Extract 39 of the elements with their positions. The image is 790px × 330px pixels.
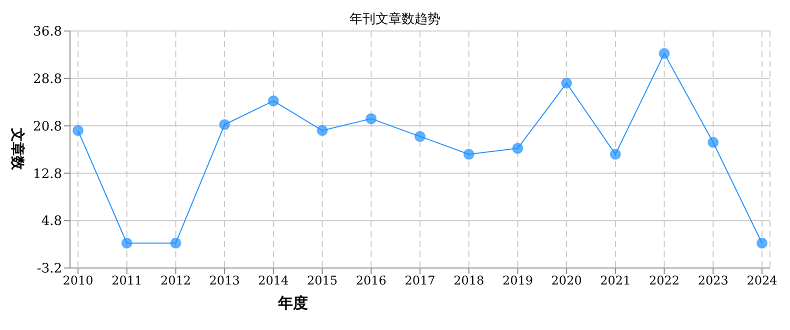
y-tick-label: 28.8 (33, 72, 62, 88)
x-tick-label: 2014 (258, 274, 290, 288)
x-tick-label: 2018 (454, 274, 484, 288)
x-tick-label: 2022 (649, 274, 680, 288)
x-tick-label: 2024 (746, 274, 778, 288)
x-tick-label: 2016 (356, 274, 386, 288)
point (658, 48, 670, 60)
point (170, 238, 182, 249)
x-tick-label: 2020 (551, 274, 582, 288)
point (366, 113, 377, 124)
x-tick-label: 2015 (307, 274, 338, 288)
y-tick-label: 4.8 (41, 214, 62, 230)
point (414, 130, 426, 142)
x-tick-label: 2019 (502, 274, 533, 288)
x-tick-label: 2023 (698, 274, 728, 288)
x-tick-label: 2017 (404, 274, 436, 288)
x-tick-label: 2021 (600, 274, 631, 288)
x-axis-title: 年度 (278, 294, 308, 313)
y-tick-label: 36.8 (33, 24, 62, 40)
x-tick-label: 2013 (209, 274, 240, 288)
point (219, 119, 230, 130)
y-tick-label: 20.8 (33, 119, 62, 134)
point (512, 142, 524, 154)
point (756, 238, 768, 249)
point (561, 78, 572, 89)
x-tick-label: 2012 (160, 274, 191, 288)
x-tick-label: 2010 (62, 274, 94, 288)
point (72, 125, 84, 136)
point (316, 125, 328, 136)
point (610, 148, 621, 160)
x-tick-label: 2011 (112, 274, 142, 288)
point (463, 148, 474, 160)
y-axis-title: 文章数 (8, 128, 26, 170)
point (121, 238, 132, 249)
y-tick-label: -3.2 (36, 262, 62, 277)
point (708, 136, 719, 148)
point (268, 95, 279, 106)
y-tick-label: 12.8 (33, 166, 62, 182)
chart-title: 年刊文章数趋势 (350, 12, 440, 27)
